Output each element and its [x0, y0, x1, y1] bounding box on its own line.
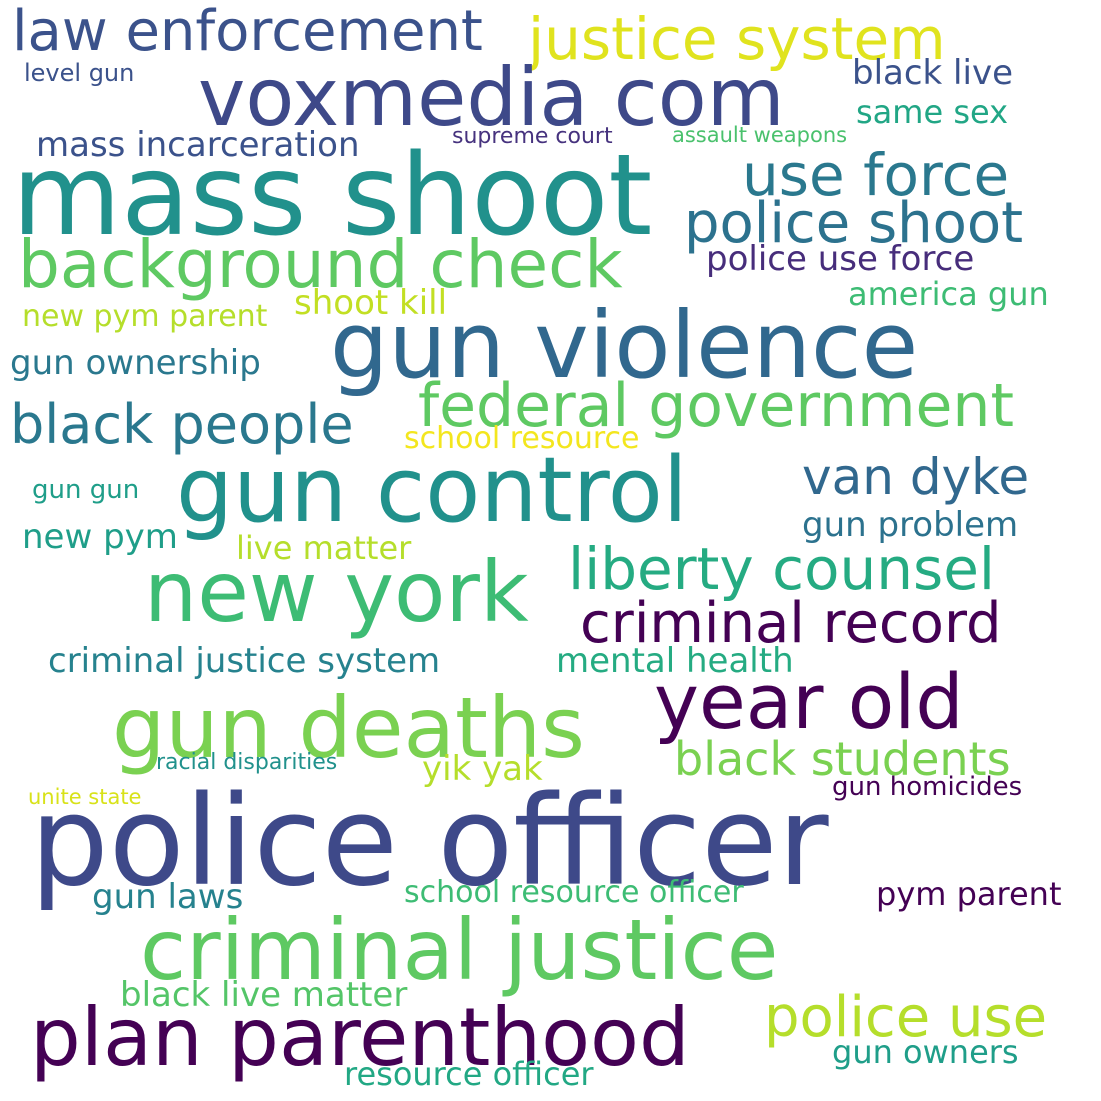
word-resource-officer: resource officer [344, 1055, 594, 1093]
word-gun-deaths: gun deaths [112, 679, 585, 777]
word-law-enforcement: law enforcement [12, 0, 483, 64]
word-gun-gun: gun gun [32, 475, 140, 505]
word-criminal-justice: criminal justice [140, 901, 779, 999]
word-school-resource-officer: school resource officer [404, 875, 744, 910]
word-gun-problem: gun problem [802, 505, 1019, 545]
word-background-check: background check [18, 226, 623, 303]
word-federal-government: federal government [418, 371, 1014, 441]
word-gun-violence: gun violence [330, 292, 919, 399]
word-gun-control: gun control [176, 438, 688, 543]
word-america-gun: america gun [848, 275, 1049, 313]
word-police-officer: police officer [30, 770, 829, 914]
word-black-live-matter: black live matter [120, 975, 408, 1015]
word-criminal-record: criminal record [580, 591, 1002, 656]
word-gun-owners: gun owners [832, 1033, 1019, 1071]
word-van-dyke: van dyke [802, 448, 1030, 506]
word-mass-shoot: mass shoot [12, 131, 653, 261]
word-year-old: year old [654, 657, 964, 746]
word-justice-system: justice system [528, 5, 946, 73]
word-voxmedia-com: voxmedia com [198, 51, 785, 144]
word-black-students: black students [674, 732, 1011, 786]
word-same-sex: same sex [856, 93, 1009, 131]
word-police-use: police use [764, 985, 1048, 1050]
word-new-york: new york [144, 543, 529, 641]
word-police-shoot: police shoot [684, 191, 1024, 256]
word-liberty-counsel: liberty counsel [568, 535, 995, 603]
word-use-force: use force [742, 141, 1010, 209]
word-shoot-kill: shoot kill [294, 283, 448, 323]
word-police-use-force: police use force [706, 239, 975, 279]
word-level-gun: level gun [24, 59, 135, 87]
word-unite-state: unite state [28, 785, 142, 809]
word-black-people: black people [10, 393, 354, 456]
word-supreme-court: supreme court [452, 124, 613, 149]
word-criminal-justice-system: criminal justice system [48, 641, 441, 681]
word-racial-disparities: racial disparities [156, 750, 338, 775]
word-school-resource: school resource [404, 421, 640, 456]
word-gun-ownership: gun ownership [10, 343, 261, 383]
word-mental-health: mental health [556, 641, 794, 681]
word-gun-laws: gun laws [92, 877, 244, 917]
word-black-live: black live [852, 53, 1013, 93]
word-new-pym: new pym [22, 517, 178, 557]
word-gun-homicides: gun homicides [832, 772, 1023, 802]
word-new-pym-parent: new pym parent [22, 299, 268, 334]
word-mass-incarceration: mass incarceration [36, 125, 360, 165]
word-yik-yak: yik yak [422, 749, 543, 789]
word-plan-parenthood: plan parenthood [30, 991, 690, 1084]
word-assault-weapons: assault weapons [672, 123, 848, 147]
word-pym-parent: pym parent [876, 875, 1062, 913]
word-live-matter: live matter [236, 529, 412, 567]
